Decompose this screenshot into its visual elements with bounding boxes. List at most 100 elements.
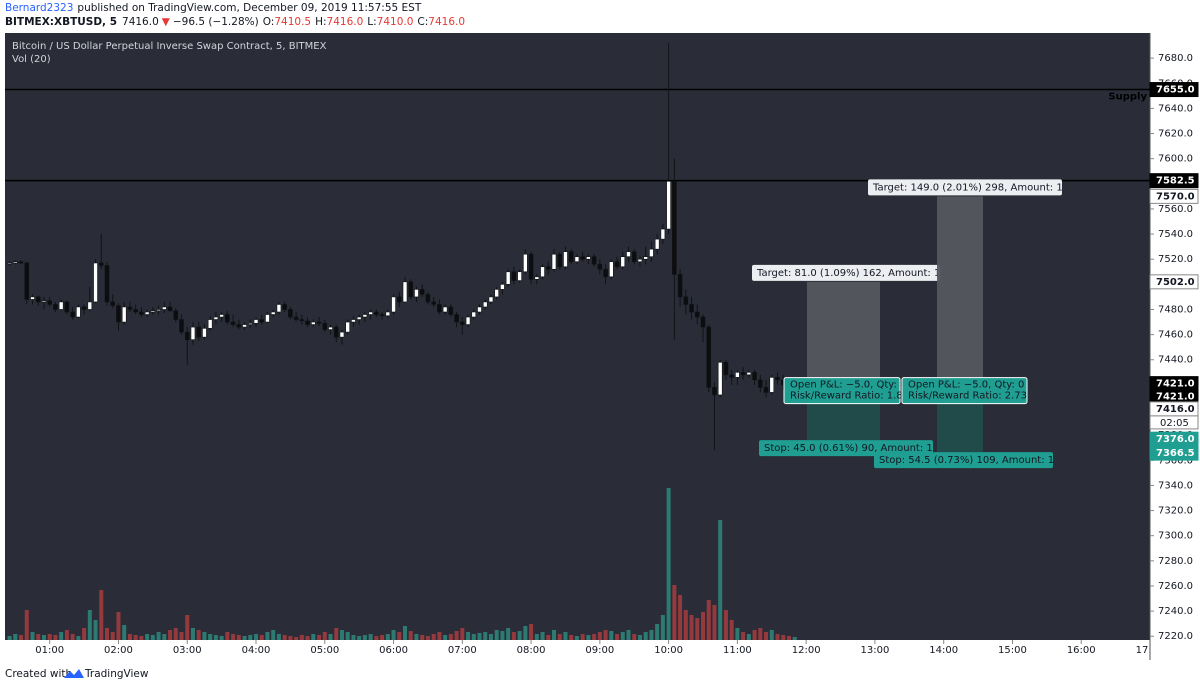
volume-bar	[305, 636, 310, 640]
x-tick-label: 13:00	[861, 645, 890, 656]
candle-body	[213, 316, 219, 320]
footer-text: Created with	[5, 668, 72, 680]
volume-bar	[689, 615, 694, 640]
volume-bar	[87, 610, 92, 640]
y-tick-label: 7220.0	[1158, 631, 1193, 642]
volume-bar	[30, 632, 35, 640]
rr-label: Risk/Reward Ratio: 1.8	[790, 391, 903, 402]
candle-body	[253, 319, 259, 324]
candle-body	[586, 256, 591, 260]
volume-bar	[786, 636, 791, 640]
candle-body	[202, 328, 207, 338]
candle-body	[265, 314, 270, 323]
candle-body	[706, 326, 712, 388]
volume-bar	[460, 628, 465, 640]
candle-body	[150, 310, 156, 313]
stop-tag-box	[1149, 445, 1199, 461]
volume-bar	[271, 630, 276, 640]
candle-body	[379, 314, 385, 317]
candle-body	[471, 311, 477, 318]
candle-body	[580, 256, 585, 260]
symbol-line: BITMEX:XBTUSD, 5 7416.0 ▼ −96.5 (−1.28%) O:7…	[5, 16, 465, 28]
footer-brand[interactable]: TradingView	[84, 668, 149, 680]
logo	[64, 669, 84, 678]
volume-bar	[294, 637, 299, 640]
stop-label-box	[874, 452, 1053, 469]
y-tick-label: 7440.0	[1158, 355, 1193, 366]
last-price-tag: 7416.0	[1156, 404, 1195, 415]
candle-body	[643, 256, 648, 260]
volume-bar	[718, 520, 723, 640]
candle-body	[396, 296, 402, 303]
volume-bar	[299, 635, 304, 640]
candle-body	[133, 309, 138, 313]
target-tag: 7502.0	[1156, 277, 1195, 288]
candle-body	[408, 281, 414, 298]
level-tag: 7655.0	[1156, 85, 1195, 96]
chart-title: Bitcoin / US Dollar Perpetual Inverse Sw…	[12, 41, 327, 52]
volume-bar	[53, 635, 58, 640]
y-tick-label: 7320.0	[1158, 506, 1193, 517]
candle-body	[402, 281, 408, 303]
volume-bar	[156, 632, 161, 640]
candle-body	[173, 310, 179, 320]
candle-body	[574, 256, 580, 263]
volume-bar	[678, 595, 683, 640]
candle-body	[677, 273, 683, 298]
volume-bar	[82, 628, 87, 640]
candle-body	[116, 305, 121, 323]
volume-bar	[523, 626, 528, 640]
volume-bar	[597, 632, 602, 640]
candle-body	[247, 323, 253, 325]
volume-bar	[276, 634, 281, 640]
volume-bar	[374, 636, 379, 640]
candle-body	[672, 180, 677, 275]
x-tick-label: 03:00	[173, 645, 202, 656]
candle-body	[230, 321, 236, 325]
stop-tag: 7376.0	[1156, 434, 1195, 445]
volume-bar	[254, 634, 259, 640]
volume-bar	[758, 628, 763, 640]
countdown-box	[1149, 415, 1199, 430]
volume-bar	[76, 636, 81, 640]
target-label: Target: 81.0 (1.09%) 162, Amount: 1	[756, 268, 940, 279]
volume-bar	[362, 635, 367, 640]
x-tick-label: 09:00	[585, 645, 614, 656]
y-tick-label: 7640.0	[1158, 103, 1193, 114]
entry-tag: 7421.0	[1156, 379, 1195, 390]
volume-bar	[385, 634, 390, 640]
author[interactable]: Bernard2323	[5, 2, 73, 14]
candle-body	[322, 323, 328, 330]
symbol: BITMEX:XBTUSD, 5	[5, 16, 117, 28]
target-zone	[937, 196, 983, 384]
candle-body	[18, 261, 24, 264]
candle-body	[620, 256, 626, 268]
volume-bar	[248, 635, 253, 640]
volume-bar	[339, 630, 344, 640]
volume-bar	[529, 624, 534, 640]
candle-body	[769, 377, 775, 393]
volume-bar	[391, 630, 396, 640]
candle-body	[30, 296, 35, 300]
candle-body	[505, 271, 511, 285]
volume-bar	[792, 637, 797, 640]
ohlc-label: L:	[367, 16, 376, 28]
volume-bar	[712, 605, 717, 640]
volume-bar	[534, 634, 539, 640]
candle-body	[242, 324, 247, 328]
candle-body	[717, 361, 723, 396]
level-tag: 7582.5	[1156, 176, 1195, 187]
candle-body	[139, 311, 144, 315]
x-tick-label: 15:00	[998, 645, 1027, 656]
candle-body	[660, 228, 666, 240]
volume-bar	[540, 632, 545, 640]
volume-bar	[282, 635, 287, 640]
candle-body	[723, 361, 729, 376]
x-tick-label: 07:00	[448, 645, 477, 656]
x-tick-label: 11:00	[723, 645, 752, 656]
x-tick-label: 02:00	[104, 645, 133, 656]
candle-body	[735, 372, 740, 378]
x-tick-label: 08:00	[517, 645, 546, 656]
x-tick-label: 04:00	[242, 645, 271, 656]
candle-body	[104, 265, 110, 303]
